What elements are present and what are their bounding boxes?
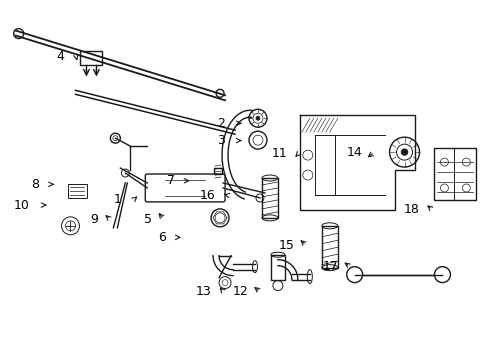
Text: 11: 11: [271, 147, 286, 159]
Circle shape: [255, 116, 260, 120]
Text: 15: 15: [278, 239, 294, 252]
Bar: [81, 51, 102, 66]
Bar: [214, 168, 222, 174]
Text: 16: 16: [199, 189, 215, 202]
Text: 2: 2: [217, 117, 224, 130]
Circle shape: [401, 149, 407, 155]
Text: 8: 8: [31, 178, 39, 191]
Text: 1: 1: [114, 193, 122, 206]
Bar: [67, 184, 87, 198]
Text: 3: 3: [217, 134, 224, 147]
Bar: [321, 226, 337, 268]
Text: 14: 14: [346, 145, 362, 158]
Text: 6: 6: [158, 231, 166, 244]
Text: 9: 9: [90, 213, 98, 226]
Text: 5: 5: [143, 213, 152, 226]
Text: 10: 10: [14, 199, 30, 212]
Bar: [262, 178, 277, 218]
Bar: [270, 255, 285, 280]
Bar: [433, 148, 475, 200]
Text: 17: 17: [322, 260, 337, 273]
Text: 13: 13: [196, 285, 211, 298]
Text: 12: 12: [232, 285, 248, 298]
Text: 4: 4: [56, 50, 64, 63]
Text: 7: 7: [167, 174, 175, 187]
Text: 18: 18: [404, 203, 419, 216]
